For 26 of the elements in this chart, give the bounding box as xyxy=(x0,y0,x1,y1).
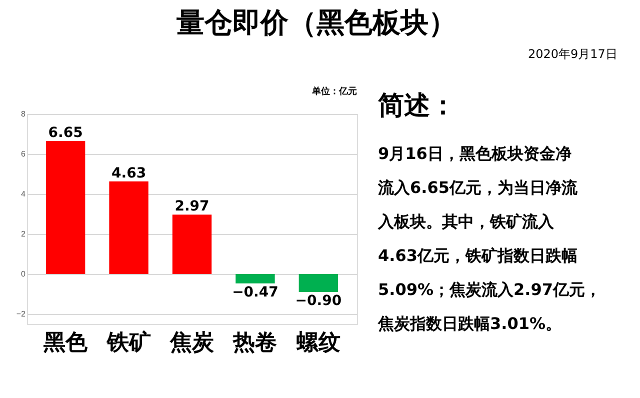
bar xyxy=(298,274,338,292)
data-label: 6.65 xyxy=(48,125,83,141)
x-tick-label: 焦炭 xyxy=(169,330,215,354)
y-tick-label: 4 xyxy=(21,190,26,198)
data-label: −0.90 xyxy=(295,293,342,309)
y-tick-label: 0 xyxy=(21,270,26,278)
bar xyxy=(46,141,86,274)
data-label: 2.97 xyxy=(174,198,210,215)
x-tick-label: 热卷 xyxy=(232,330,278,354)
y-tick-label: 2 xyxy=(21,230,26,238)
x-tick-label: 铁矿 xyxy=(106,330,151,354)
bar xyxy=(236,274,275,284)
bar xyxy=(109,181,148,274)
y-tick-label: 8 xyxy=(21,110,26,118)
text: 单位：亿元 xyxy=(311,86,357,97)
text: 简述： xyxy=(377,91,456,121)
data-label: 4.63 xyxy=(112,165,146,182)
bar xyxy=(172,214,212,274)
y-tick-label: −2 xyxy=(16,310,26,318)
x-tick-label: 黑色 xyxy=(42,330,89,354)
text: 2020年9月17日 xyxy=(528,47,618,61)
data-label: −0.47 xyxy=(232,284,278,300)
x-tick-label: 螺纹 xyxy=(295,330,340,354)
chart-title: 量仓即价（黑色板块） xyxy=(175,8,456,39)
y-tick-label: 6 xyxy=(21,150,26,158)
text: 9月16日，黑色板块资金净流入6.65亿元，为当日净流入板块。其中，铁矿流入4.63亿元，铁矿指数日跌幅5.09%；焦炭流入2.97亿元，焦炭指数日跌幅3.01%。 xyxy=(377,144,601,333)
